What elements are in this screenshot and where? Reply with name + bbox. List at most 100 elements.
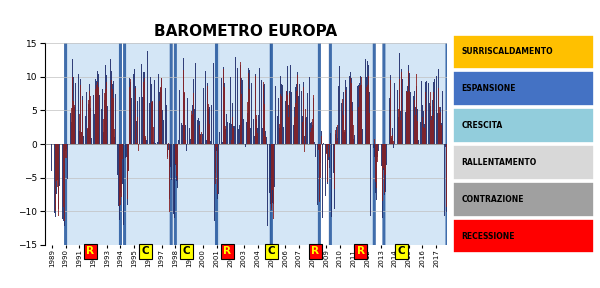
Bar xyxy=(179,90,181,144)
Bar xyxy=(288,105,289,144)
Bar xyxy=(71,122,72,144)
Bar xyxy=(191,115,192,144)
Bar xyxy=(111,71,112,144)
Bar xyxy=(241,78,242,144)
Bar xyxy=(67,144,68,179)
Bar xyxy=(215,144,216,173)
Bar xyxy=(360,76,361,144)
Bar xyxy=(436,76,437,144)
Bar xyxy=(401,69,402,144)
Bar xyxy=(133,74,134,144)
Bar xyxy=(406,91,407,144)
Bar xyxy=(283,126,284,144)
Bar xyxy=(270,144,271,204)
Bar xyxy=(323,143,325,144)
Bar xyxy=(176,144,177,181)
Bar xyxy=(79,131,80,144)
Bar xyxy=(95,79,96,144)
Bar xyxy=(385,144,386,192)
Bar xyxy=(231,124,232,144)
Bar xyxy=(65,144,66,151)
Bar xyxy=(112,84,113,144)
Bar xyxy=(240,65,241,144)
Bar xyxy=(82,96,83,144)
Bar xyxy=(64,144,65,226)
Bar xyxy=(131,98,133,144)
Bar xyxy=(216,144,217,151)
Bar xyxy=(80,79,81,144)
Bar xyxy=(178,139,179,144)
Bar xyxy=(113,81,114,144)
FancyBboxPatch shape xyxy=(271,38,319,250)
Bar xyxy=(431,116,432,144)
Bar xyxy=(262,128,263,144)
Bar xyxy=(103,132,104,144)
Bar xyxy=(447,144,448,150)
Bar xyxy=(331,144,332,217)
Bar xyxy=(256,119,257,144)
Bar xyxy=(409,73,410,144)
Bar xyxy=(184,92,185,144)
Bar xyxy=(417,109,418,144)
Bar xyxy=(301,91,302,144)
Bar xyxy=(425,82,426,144)
Bar xyxy=(304,136,305,144)
Bar xyxy=(386,144,388,165)
Text: R: R xyxy=(311,246,319,256)
Bar xyxy=(319,144,320,201)
Bar xyxy=(119,144,120,220)
Bar xyxy=(445,144,446,147)
Bar xyxy=(404,112,406,144)
Bar xyxy=(74,107,75,144)
Bar xyxy=(448,144,449,190)
Bar xyxy=(408,65,409,144)
Bar xyxy=(259,68,260,144)
Bar xyxy=(311,122,312,144)
Bar xyxy=(253,120,254,144)
Bar xyxy=(344,132,345,144)
Bar xyxy=(145,139,146,144)
Bar xyxy=(443,144,445,216)
Bar xyxy=(314,142,316,144)
Bar xyxy=(440,107,441,144)
Bar xyxy=(217,144,218,199)
Bar xyxy=(77,74,79,144)
Text: RALLENTAMENTO: RALLENTAMENTO xyxy=(461,158,537,167)
Bar xyxy=(334,144,335,209)
Bar xyxy=(183,58,184,144)
Bar xyxy=(200,134,201,144)
Bar xyxy=(211,105,212,144)
Bar xyxy=(207,83,208,144)
Bar xyxy=(423,111,424,144)
Text: CONTRAZIONE: CONTRAZIONE xyxy=(461,195,524,204)
Bar xyxy=(352,103,353,144)
Bar xyxy=(310,123,311,144)
Bar xyxy=(377,144,378,157)
Bar xyxy=(325,144,326,196)
Bar xyxy=(422,105,423,144)
Bar xyxy=(163,120,164,144)
Text: R: R xyxy=(356,246,365,256)
Bar xyxy=(338,86,340,144)
Bar xyxy=(299,84,301,144)
Bar xyxy=(161,77,162,144)
Bar xyxy=(274,144,275,187)
Bar xyxy=(155,143,157,144)
Bar xyxy=(90,108,91,144)
Bar xyxy=(342,111,343,144)
Bar xyxy=(320,144,321,163)
Bar xyxy=(343,92,344,144)
Bar xyxy=(97,71,98,144)
Bar xyxy=(157,142,158,144)
Bar xyxy=(118,144,119,206)
Bar xyxy=(188,128,190,144)
Bar xyxy=(418,141,419,144)
Bar xyxy=(321,131,322,144)
Bar xyxy=(369,92,370,144)
Bar xyxy=(407,86,408,144)
Bar xyxy=(356,86,358,144)
Bar xyxy=(424,124,425,144)
Bar xyxy=(441,123,442,144)
Bar xyxy=(303,82,304,144)
Bar xyxy=(272,144,273,203)
